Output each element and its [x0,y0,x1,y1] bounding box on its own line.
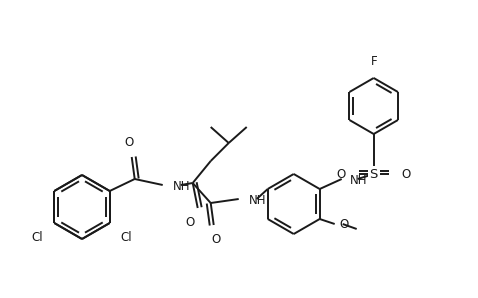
Text: Cl: Cl [121,231,132,244]
Text: O: O [211,233,220,246]
Text: O: O [337,167,346,181]
Text: O: O [340,218,349,230]
Text: Cl: Cl [32,231,43,244]
Text: O: O [402,167,411,181]
Text: O: O [185,216,195,229]
Text: S: S [369,167,378,181]
Text: NH: NH [249,193,266,207]
Text: NH: NH [350,175,367,187]
Text: F: F [370,55,377,68]
Text: O: O [124,136,133,149]
Text: NH: NH [173,181,190,193]
